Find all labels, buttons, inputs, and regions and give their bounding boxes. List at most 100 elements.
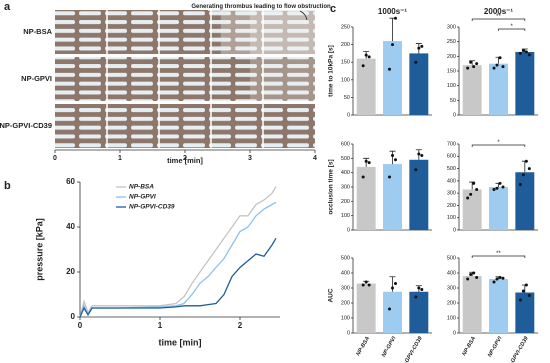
y-tick-label: 100 xyxy=(341,315,350,321)
y-tick-label: 200 xyxy=(341,42,350,48)
y-tick-label: 400 xyxy=(447,270,456,276)
y-tick-label: 500 xyxy=(341,156,350,162)
x-tick-label: 2 xyxy=(183,155,187,162)
data-point xyxy=(475,187,479,191)
y-tick-label: 150 xyxy=(447,68,456,74)
y-axis-label: pressure [kPa] xyxy=(34,218,44,281)
y-axis-label: time to 10kPa [s] xyxy=(328,45,335,97)
x-tick-label: 0 xyxy=(53,155,57,162)
data-point xyxy=(364,53,368,57)
bar xyxy=(383,291,402,333)
y-tick-label: 100 xyxy=(341,213,350,219)
data-point xyxy=(521,289,525,293)
y-tick-label: 500 xyxy=(447,166,456,172)
y-tick-label: 400 xyxy=(341,170,350,176)
micrograph-channels xyxy=(55,104,315,148)
x-tick-label: 4 xyxy=(313,155,317,162)
data-point xyxy=(518,298,522,302)
bar xyxy=(356,58,376,115)
y-tick-label: 0 xyxy=(71,312,76,321)
y-tick-label: 0 xyxy=(453,227,456,233)
bar xyxy=(383,41,402,115)
data-point xyxy=(498,56,502,60)
y-tick-label: 100 xyxy=(447,315,456,321)
bar xyxy=(356,283,376,333)
y-tick-label: 700 xyxy=(447,141,456,147)
row-label: NP-BSA xyxy=(23,27,52,36)
panel-title: 1000s⁻¹ xyxy=(378,7,407,16)
y-tick-label: 300 xyxy=(447,24,456,30)
x-tick-label: 0 xyxy=(78,321,83,330)
y-tick-label: 200 xyxy=(447,54,456,60)
x-tick-label: NP-BSA xyxy=(355,336,371,357)
x-tick-label: NP-GPVI xyxy=(381,335,398,358)
data-point xyxy=(414,295,418,299)
data-point xyxy=(498,276,502,279)
bar xyxy=(489,63,508,115)
data-point xyxy=(414,168,418,172)
y-tick-label: 50 xyxy=(450,98,456,104)
series-line xyxy=(79,201,277,318)
thrombus xyxy=(250,57,315,101)
significance-bracket xyxy=(498,28,526,31)
data-point xyxy=(394,282,397,285)
y-tick-label: 600 xyxy=(447,154,456,160)
bar xyxy=(409,53,429,115)
significance-label: * xyxy=(497,140,500,146)
x-tick-label: 3 xyxy=(248,155,252,162)
row-label: NP-GPVI-CD39 xyxy=(0,121,52,130)
data-point xyxy=(417,46,421,50)
x-axis-label: time [min] xyxy=(158,337,201,347)
y-tick-label: 0 xyxy=(347,112,350,118)
y-tick-label: 100 xyxy=(341,77,350,83)
y-tick-label: 60 xyxy=(66,177,75,186)
y-axis-label: AUC xyxy=(328,288,335,302)
error-bar xyxy=(389,150,396,165)
series-line xyxy=(79,237,277,318)
data-point xyxy=(521,48,525,52)
panel-label: c xyxy=(330,3,336,15)
y-tick-label: 500 xyxy=(447,255,456,261)
bar xyxy=(515,172,535,230)
data-point xyxy=(498,181,502,185)
significance-label: ** xyxy=(496,251,501,257)
data-point xyxy=(420,153,424,157)
significance-bracket xyxy=(471,255,526,258)
data-point xyxy=(466,196,470,200)
data-point xyxy=(367,55,371,59)
annotation: Generating thrombus leading to flow obst… xyxy=(191,4,331,10)
thrombus xyxy=(220,10,250,54)
data-point xyxy=(361,175,365,179)
data-point xyxy=(501,65,505,69)
bar xyxy=(489,187,508,230)
y-tick-label: 0 xyxy=(453,112,456,118)
y-tick-label: 600 xyxy=(341,141,350,147)
annotation-arrow xyxy=(299,10,308,21)
y-tick-label: 200 xyxy=(341,199,350,205)
data-point xyxy=(521,173,525,177)
x-tick-label: NP-BSA xyxy=(461,336,477,357)
data-point xyxy=(420,288,424,291)
legend-label: NP-GPVI xyxy=(129,194,156,201)
y-tick-label: 500 xyxy=(341,255,350,261)
significance-label: * xyxy=(510,24,513,30)
data-point xyxy=(495,277,499,281)
bar xyxy=(489,279,508,333)
data-point xyxy=(367,283,371,287)
data-point xyxy=(524,283,528,287)
y-tick-label: 300 xyxy=(341,184,350,190)
data-point xyxy=(495,186,499,190)
x-tick-label: 1 xyxy=(158,321,163,330)
y-tick-label: 300 xyxy=(447,285,456,291)
y-tick-label: 400 xyxy=(341,270,350,276)
legend-label: NP-BSA xyxy=(129,184,154,191)
y-tick-label: 150 xyxy=(341,60,350,66)
x-tick-label: NP-GPVI-CD39 xyxy=(505,335,530,363)
y-tick-label: 200 xyxy=(447,203,456,209)
data-point xyxy=(518,183,522,187)
data-point xyxy=(524,159,528,163)
data-point xyxy=(466,277,470,281)
bar xyxy=(409,159,429,230)
panel-label: a xyxy=(4,1,11,13)
